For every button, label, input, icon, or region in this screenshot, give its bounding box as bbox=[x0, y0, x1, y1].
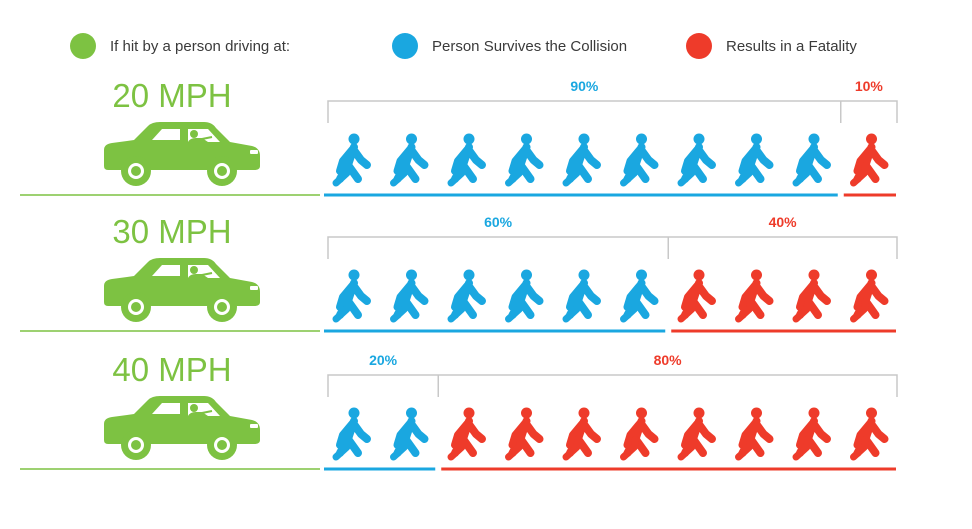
survive-pct-label: 20% bbox=[369, 352, 398, 368]
survive-pct-label: 90% bbox=[570, 78, 599, 94]
speed-label-2: 30 MPH bbox=[112, 213, 231, 250]
fatal-pct-label: 40% bbox=[769, 214, 798, 230]
walking-person-icon-survive bbox=[620, 269, 659, 323]
walking-person-icon-survive bbox=[332, 269, 371, 323]
walking-person-icon-fatal bbox=[735, 269, 774, 323]
walking-person-icon-fatal bbox=[792, 407, 831, 461]
legend-item-fatal: Results in a Fatality bbox=[686, 33, 857, 59]
red-circle-icon bbox=[686, 33, 712, 59]
walking-person-icon-fatal bbox=[505, 407, 544, 461]
bracket bbox=[327, 374, 898, 397]
walking-person-icon-survive bbox=[505, 133, 544, 187]
car-icon bbox=[104, 258, 260, 322]
walking-person-icon-survive bbox=[390, 269, 429, 323]
walking-person-icon-survive bbox=[390, 133, 429, 187]
legend-item-survive: Person Survives the Collision bbox=[392, 33, 627, 59]
walking-person-icon-fatal bbox=[677, 269, 716, 323]
walking-person-icon-fatal bbox=[735, 407, 774, 461]
car-icon bbox=[104, 122, 260, 186]
walking-person-icon-survive bbox=[447, 269, 486, 323]
fatal-pct-label: 80% bbox=[654, 352, 683, 368]
walking-person-icon-survive bbox=[332, 407, 371, 461]
walking-person-icon-survive bbox=[792, 133, 831, 187]
speed-label-3: 40 MPH bbox=[112, 351, 231, 388]
legend: If hit by a person driving at: Person Su… bbox=[0, 33, 972, 59]
blue-circle-icon bbox=[392, 33, 418, 59]
walking-person-icon-survive bbox=[620, 133, 659, 187]
walking-person-icon-fatal bbox=[850, 133, 889, 187]
walking-person-icon-fatal bbox=[792, 269, 831, 323]
walking-person-icon-survive bbox=[562, 133, 601, 187]
walking-person-icon-survive bbox=[332, 133, 371, 187]
walking-person-icon-fatal bbox=[562, 407, 601, 461]
walking-person-icon-survive bbox=[735, 133, 774, 187]
survive-pct-label: 60% bbox=[484, 214, 513, 230]
walking-person-icon-survive bbox=[390, 407, 429, 461]
fatal-pct-label: 10% bbox=[855, 78, 884, 94]
legend-survive-label: Person Survives the Collision bbox=[432, 37, 628, 55]
walking-person-icon-survive bbox=[677, 133, 716, 187]
legend-fatal-label: Results in a Fatality bbox=[726, 37, 857, 55]
legend-car-label: If hit by a person driving at: bbox=[110, 37, 291, 55]
car-icon bbox=[104, 396, 260, 460]
walking-person-icon-survive bbox=[447, 133, 486, 187]
legend-item-car: If hit by a person driving at: bbox=[70, 33, 290, 59]
walking-person-icon-survive bbox=[505, 269, 544, 323]
walking-person-icon-fatal bbox=[447, 407, 486, 461]
walking-person-icon-survive bbox=[562, 269, 601, 323]
walking-person-icon-fatal bbox=[620, 407, 659, 461]
walking-person-icon-fatal bbox=[677, 407, 716, 461]
green-circle-icon bbox=[70, 33, 96, 59]
speed-label-1: 20 MPH bbox=[112, 77, 231, 114]
bracket bbox=[327, 100, 898, 123]
walking-person-icon-fatal bbox=[850, 407, 889, 461]
bracket bbox=[327, 236, 898, 259]
walking-person-icon-fatal bbox=[850, 269, 889, 323]
